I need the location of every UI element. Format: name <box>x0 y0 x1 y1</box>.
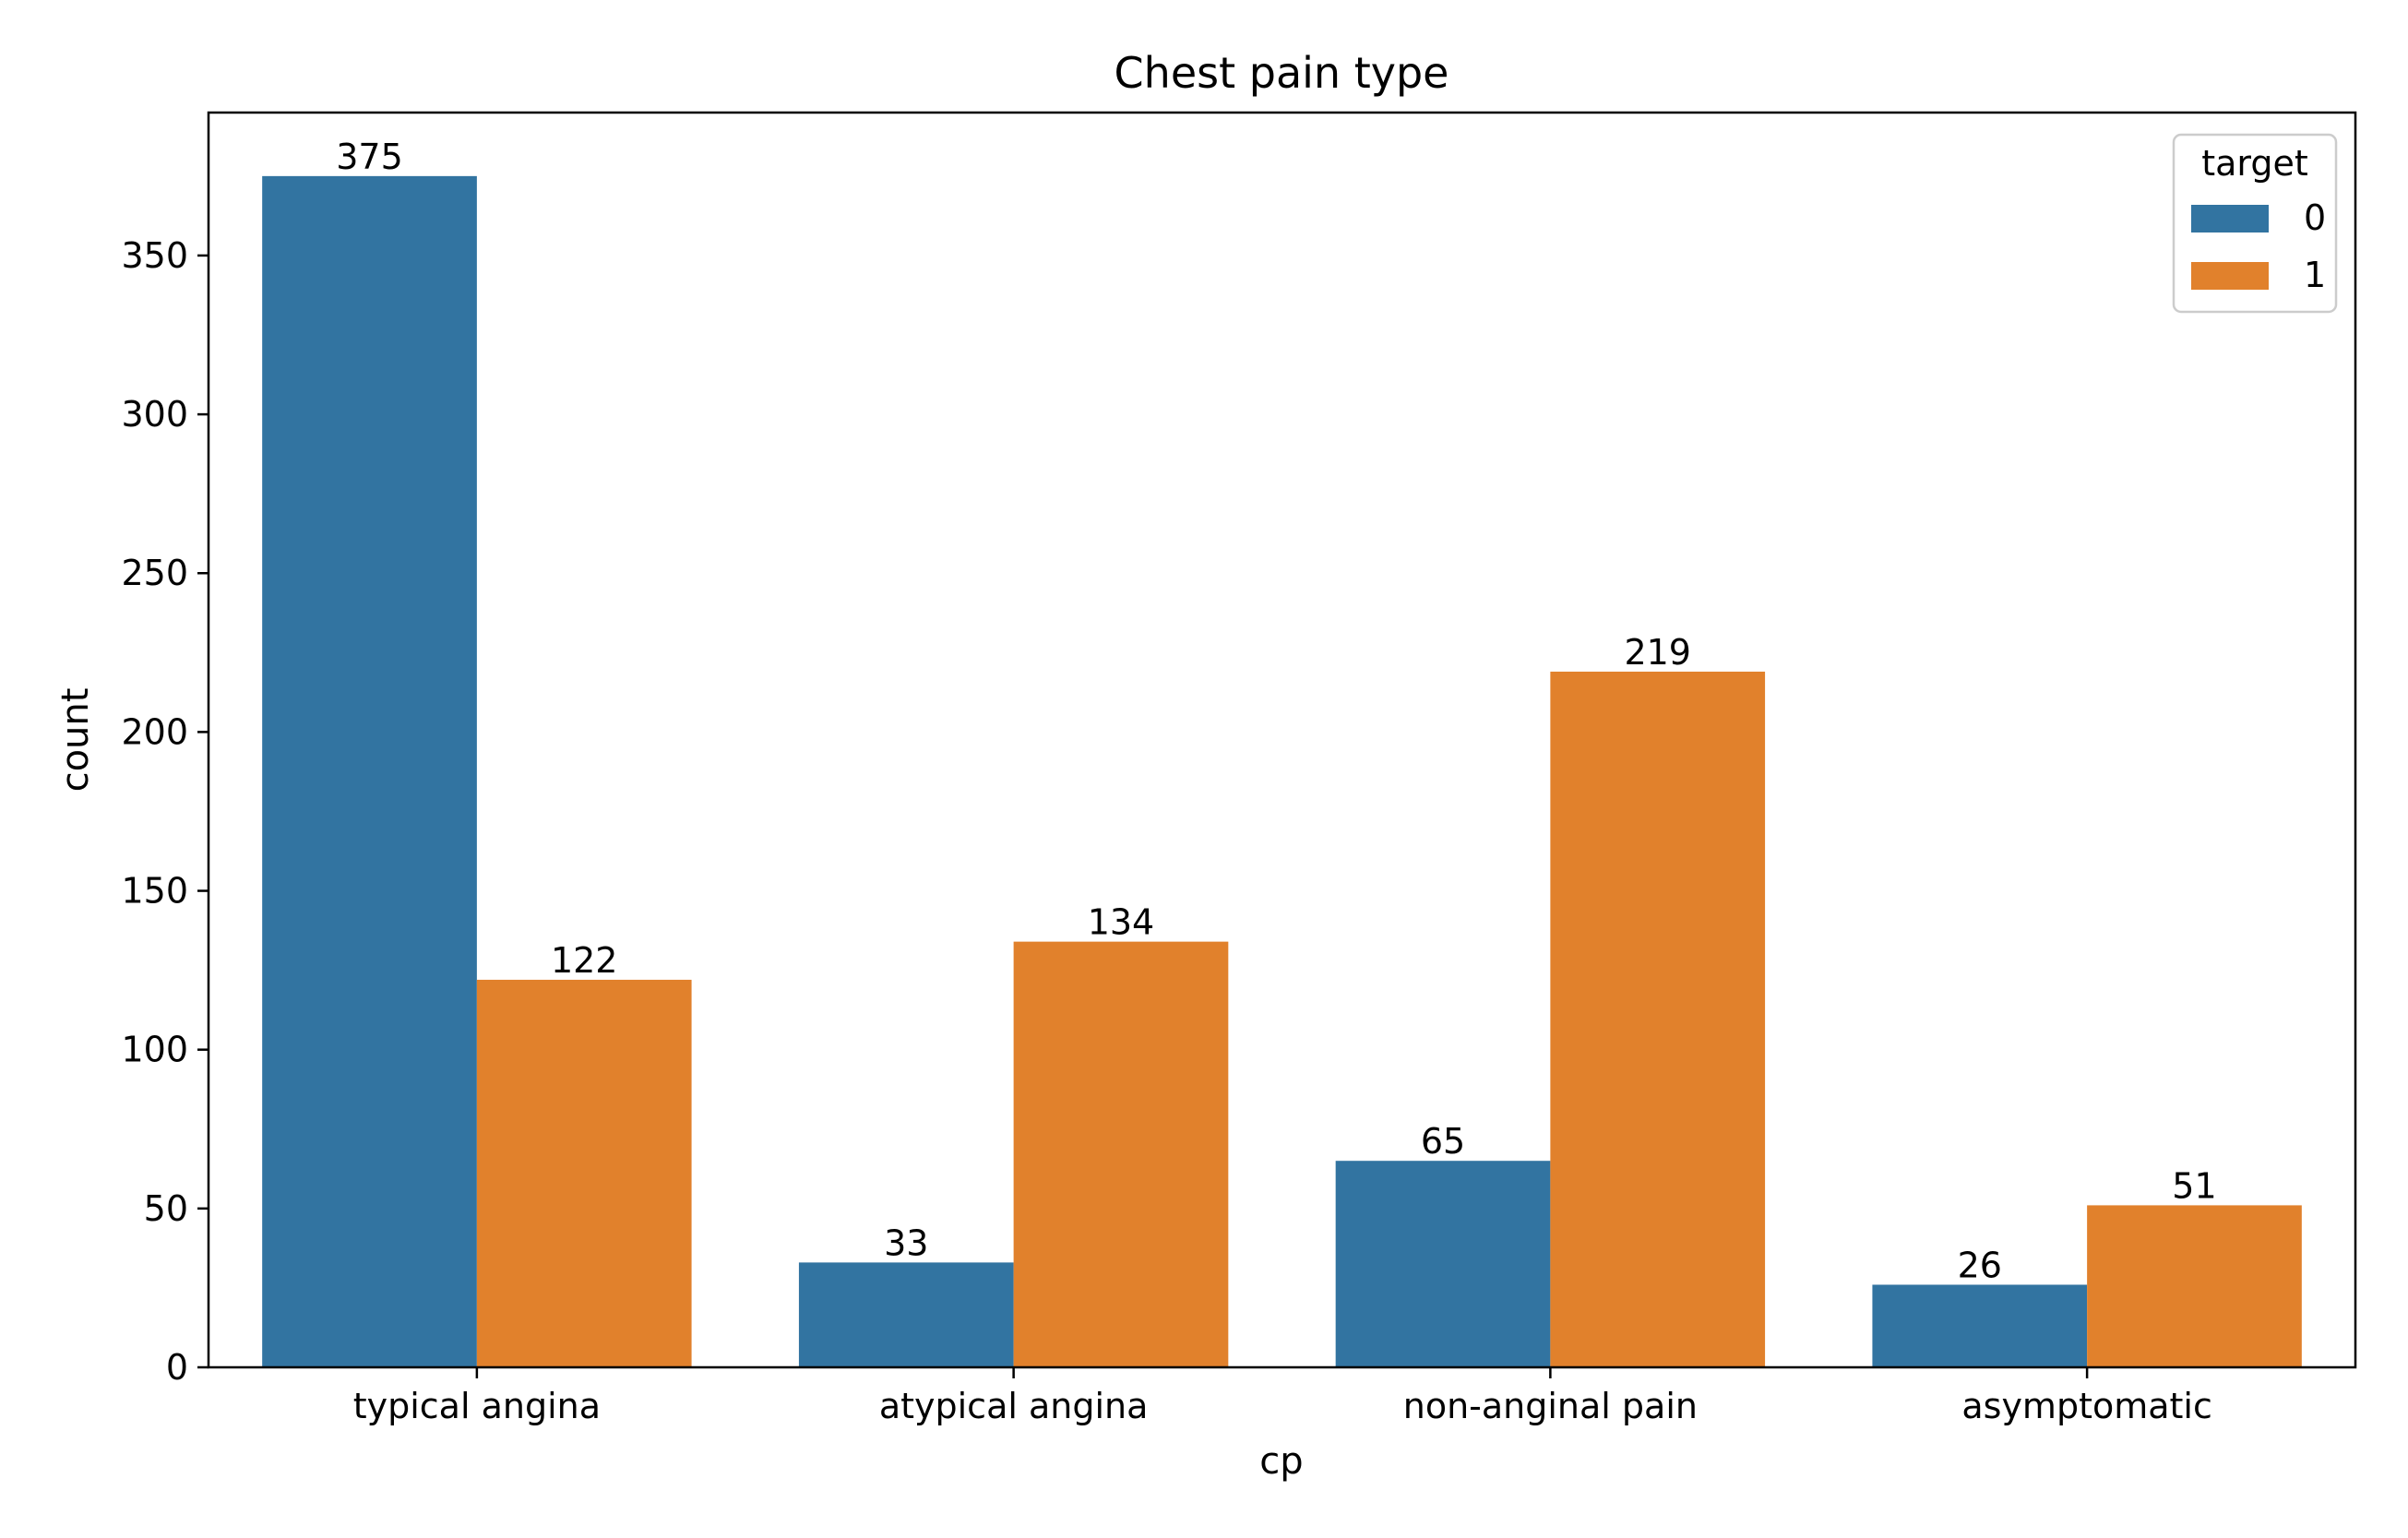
legend: target 0 1 <box>2172 133 2338 314</box>
bar-asymptomatic-target-1 <box>2087 1205 2302 1367</box>
bar-non-anginal-pain-target-1 <box>1550 671 1766 1367</box>
y-tick-label: 200 <box>121 711 188 752</box>
y-tick-label: 0 <box>166 1347 188 1388</box>
legend-swatch-1 <box>2191 262 2269 290</box>
bar-typical-angina-target-0 <box>262 175 477 1368</box>
x-tick-label: typical angina <box>353 1386 601 1426</box>
data-label-asymptomatic-target-0: 26 <box>1958 1245 2002 1285</box>
legend-swatch-0 <box>2191 205 2269 232</box>
y-tick-label: 50 <box>144 1188 188 1229</box>
y-tick-label: 300 <box>121 394 188 435</box>
data-label-asymptomatic-target-1: 51 <box>2172 1165 2216 1206</box>
bar-non-anginal-pain-target-0 <box>1335 1161 1551 1367</box>
plot-frame <box>207 111 2357 1369</box>
bar-asymptomatic-target-0 <box>1872 1284 2088 1367</box>
x-axis: typical angina atypical angina non-anginal… <box>353 1367 2212 1426</box>
bar-atypical-angina-target-0 <box>798 1262 1014 1367</box>
bar-typical-angina-target-1 <box>476 979 692 1367</box>
x-tick-label: asymptomatic <box>1961 1386 2212 1426</box>
bars-layer <box>262 175 2302 1368</box>
y-tick-label: 150 <box>121 871 188 912</box>
data-label-non-anginal-pain-target-0: 65 <box>1421 1121 1465 1162</box>
data-label-typical-angina-target-1: 122 <box>551 940 618 981</box>
legend-label-1: 1 <box>2304 255 2326 295</box>
y-tick-label: 350 <box>121 235 188 276</box>
y-tick-label: 100 <box>121 1030 188 1070</box>
chart-title: Chest pain type <box>1115 48 1449 98</box>
y-tick-label: 250 <box>121 553 188 593</box>
x-axis-label: cp <box>1259 1440 1303 1483</box>
y-axis-label: count <box>54 688 97 793</box>
data-label-atypical-angina-target-0: 33 <box>884 1222 928 1263</box>
legend-title: target <box>2201 143 2308 184</box>
data-labels-layer: 375 33 65 26 122 134 219 51 <box>336 137 2216 1286</box>
y-axis: 0 50 100 150 200 250 300 350 <box>121 235 209 1388</box>
data-label-atypical-angina-target-1: 134 <box>1088 902 1155 943</box>
bar-atypical-angina-target-1 <box>1013 941 1229 1367</box>
x-tick-label: atypical angina <box>879 1386 1149 1426</box>
data-label-typical-angina-target-0: 375 <box>336 137 403 177</box>
legend-label-0: 0 <box>2304 197 2326 238</box>
data-label-non-anginal-pain-target-1: 219 <box>1624 632 1691 673</box>
x-tick-label: non-anginal pain <box>1403 1386 1698 1426</box>
